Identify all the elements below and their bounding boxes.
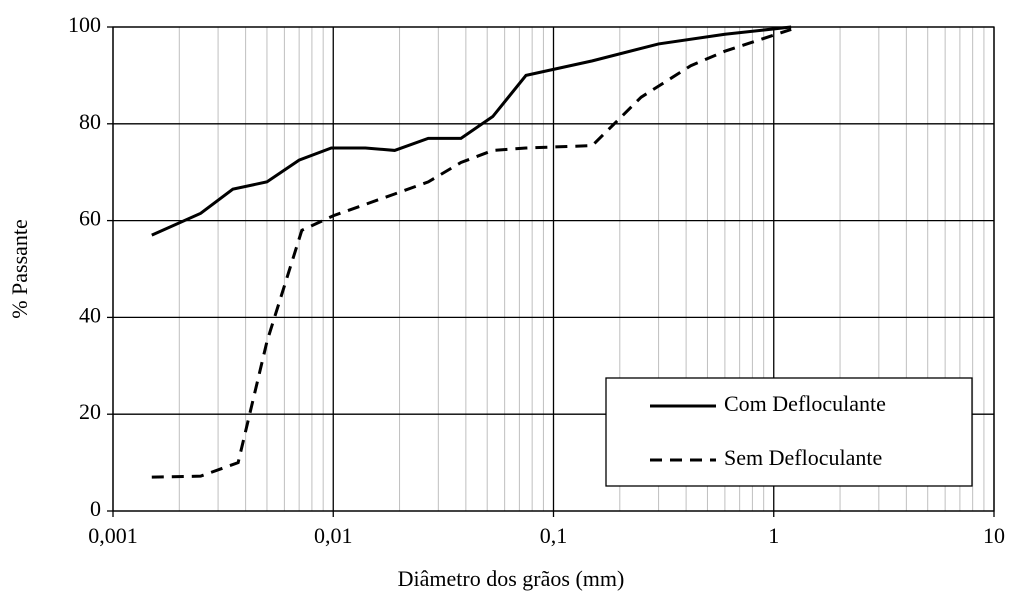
plot-frame — [112, 26, 995, 512]
x-tick-label: 1 — [768, 523, 779, 548]
x-tick-label: 0,1 — [540, 523, 568, 548]
data-line — [151, 25, 792, 237]
y-tick-label: 60 — [79, 206, 101, 231]
y-tick-label: 20 — [79, 399, 101, 424]
data-line — [151, 27, 792, 479]
y-axis-title: % Passante — [7, 219, 32, 319]
x-tick-label: 0,001 — [88, 523, 138, 548]
y-tick-label: 40 — [79, 302, 101, 327]
x-tick-label: 0,01 — [314, 523, 353, 548]
x-axis-title: Diâmetro dos grãos (mm) — [398, 566, 625, 591]
y-tick-label: 0 — [90, 496, 101, 521]
legend-label: Com Defloculante — [724, 391, 886, 416]
legend-box — [605, 377, 973, 487]
legend-label: Sem Defloculante — [724, 445, 882, 470]
y-tick-label: 100 — [68, 12, 101, 37]
x-tick-label: 10 — [983, 523, 1005, 548]
y-tick-label: 80 — [79, 109, 101, 134]
